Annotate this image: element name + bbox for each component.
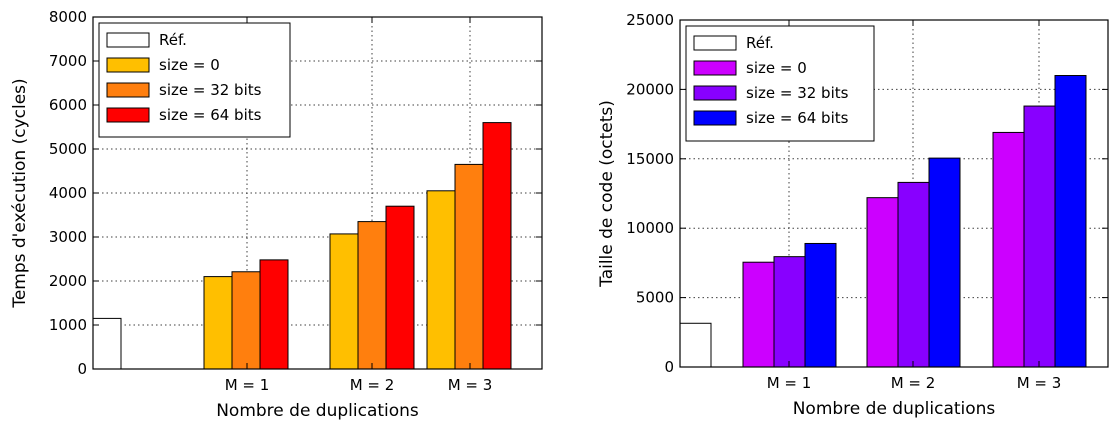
bar-size-64-bits-3: [1054, 75, 1087, 368]
x-axis-label: Nombre de duplications: [793, 399, 996, 419]
bar-reference: [92, 317, 122, 370]
y-tick-label: 10000: [626, 219, 674, 237]
legend-swatch: [693, 110, 737, 126]
x-tick-label: M = 1: [767, 374, 812, 392]
y-tick-label: 5000: [636, 289, 674, 307]
bar-size-0-3: [426, 190, 456, 370]
legend-label: size = 0: [746, 59, 807, 77]
bar-size-0-2: [866, 197, 899, 368]
legend-label: size = 64 bits: [746, 109, 849, 127]
legend-swatch: [693, 60, 737, 76]
bar-size-32-bits-2: [357, 221, 387, 370]
y-tick-label: 7000: [49, 52, 87, 70]
legend-swatch: [106, 32, 150, 48]
bar-size-32-bits-3: [454, 163, 484, 370]
legend-swatch: [693, 85, 737, 101]
y-tick-label: 1000: [49, 316, 87, 334]
y-tick-label: 25000: [626, 11, 674, 29]
y-tick-label: 20000: [626, 80, 674, 98]
legend-label: size = 32 bits: [746, 84, 849, 102]
x-tick-label: M = 3: [448, 376, 493, 394]
legend-label: Réf.: [159, 31, 187, 49]
y-tick-label: 15000: [626, 150, 674, 168]
chart-execution-time: 0 1000 2000 3000 4000 5000 6000 7000 8000 M = 1 M …: [10, 8, 543, 421]
x-tick-label: M = 1: [225, 376, 270, 394]
bar-size-32-bits-2: [897, 181, 930, 368]
bar-size-64-bits-2: [928, 157, 961, 368]
y-tick-label: 0: [664, 358, 674, 376]
chart-code-size: 0 5000 10000 15000 20000 25000 M = 1 M = 2 M = 3…: [597, 11, 1109, 419]
x-axis-label: Nombre de duplications: [216, 401, 419, 421]
legend-swatch: [106, 57, 150, 73]
y-tick-label: 2000: [49, 272, 87, 290]
bar-size-32-bits-1: [231, 271, 261, 370]
y-tick-label: 4000: [49, 184, 87, 202]
bar-reference: [679, 322, 712, 368]
x-tick-label: M = 3: [1017, 374, 1062, 392]
y-axis-label: Temps d'exécution (cycles): [10, 78, 30, 308]
legend-label: size = 0: [159, 56, 220, 74]
y-tick-label: 5000: [49, 140, 87, 158]
bar-size-64-bits-2: [385, 205, 415, 370]
legend-label: size = 32 bits: [159, 81, 262, 99]
y-axis-label: Taille de code (octets): [597, 100, 617, 288]
legend-label: Réf.: [746, 34, 774, 52]
bar-size-64-bits-1: [804, 242, 837, 368]
bar-size-32-bits-3: [1023, 105, 1056, 368]
bar-size-0-2: [329, 233, 359, 370]
bar-size-0-1: [203, 276, 233, 370]
bar-size-32-bits-1: [773, 256, 806, 368]
y-tick-label: 0: [77, 360, 87, 378]
legend-swatch: [106, 107, 150, 123]
y-tick-label: 3000: [49, 228, 87, 246]
x-tick-label: M = 2: [350, 376, 395, 394]
x-tick-label: M = 2: [891, 374, 936, 392]
bar-size-64-bits-1: [259, 259, 289, 370]
legend-swatch: [106, 82, 150, 98]
bar-size-64-bits-3: [482, 122, 512, 370]
y-tick-label: 8000: [49, 8, 87, 26]
legend-label: size = 64 bits: [159, 106, 262, 124]
bar-size-0-3: [992, 131, 1025, 368]
bar-size-0-1: [742, 261, 775, 368]
plot-frame: [679, 19, 1109, 368]
legend-swatch: [693, 35, 737, 51]
y-tick-label: 6000: [49, 96, 87, 114]
